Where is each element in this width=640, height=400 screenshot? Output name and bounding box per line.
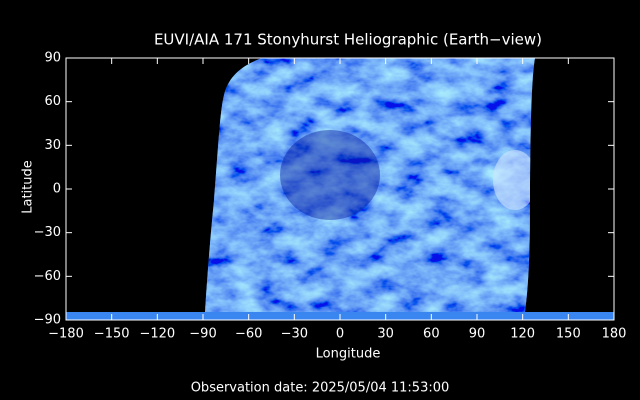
y-tick-label: 60: [44, 94, 61, 109]
y-tick-label: −30: [34, 225, 61, 240]
x-tick-label: 60: [423, 327, 440, 342]
y-tick-label: −60: [34, 269, 61, 284]
y-tick-label: 90: [44, 51, 61, 66]
x-tick-label: −60: [235, 327, 262, 342]
x-tick-label: 30: [377, 327, 394, 342]
chart-title: EUVI/AIA 171 Stonyhurst Heliographic (Ea…: [154, 31, 542, 49]
y-tick-label: −90: [34, 313, 61, 328]
x-tick-label: 120: [510, 327, 535, 342]
x-tick-label: −30: [281, 327, 308, 342]
x-tick-label: 90: [469, 327, 486, 342]
y-tick-label: 0: [53, 182, 61, 197]
x-tick-label: −180: [48, 327, 84, 342]
x-tick-label: −120: [139, 327, 175, 342]
x-tick-label: −90: [189, 327, 216, 342]
x-tick-label: 150: [556, 327, 581, 342]
observation-date: Observation date: 2025/05/04 11:53:00: [191, 381, 450, 396]
x-tick-label: 0: [336, 327, 344, 342]
bright-region: [493, 150, 537, 210]
y-tick-label: 30: [44, 138, 61, 153]
x-axis-label: Longitude: [316, 347, 381, 362]
x-tick-label: 180: [602, 327, 627, 342]
dark-region: [280, 130, 380, 220]
y-axis-label: Latitude: [21, 160, 36, 214]
x-tick-label: −150: [94, 327, 130, 342]
